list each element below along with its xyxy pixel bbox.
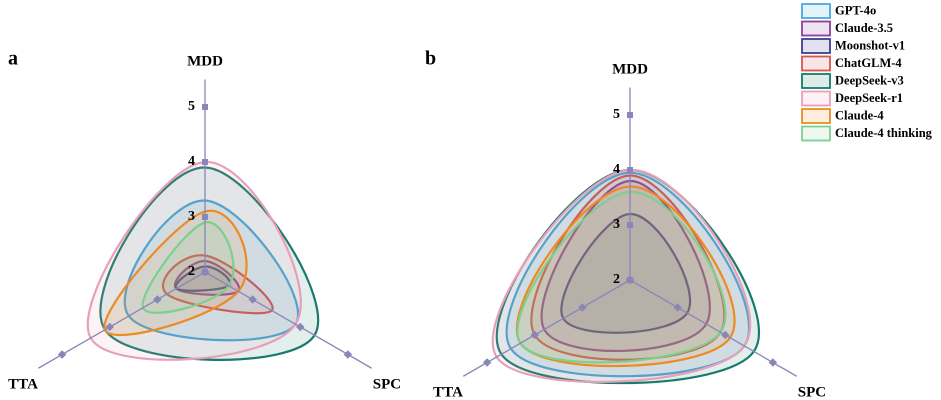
series-area — [560, 212, 692, 334]
panel-label: a — [8, 48, 18, 70]
tick-marker — [105, 322, 114, 332]
axis-label: TTA — [8, 376, 38, 392]
tick-marker — [627, 112, 633, 118]
legend-label: Moonshot-v1 — [835, 38, 905, 52]
axis-line — [37, 271, 206, 369]
axis-label: MDD — [612, 61, 648, 77]
tick-marker — [202, 214, 208, 220]
legend-label: ChatGLM-4 — [835, 56, 902, 70]
legend-label: Claude-3.5 — [835, 21, 893, 35]
legend-swatch — [801, 38, 831, 54]
tick-marker — [200, 267, 210, 277]
tick-label: 5 — [613, 107, 620, 122]
series-area — [141, 221, 235, 314]
axis-label: TTA — [433, 384, 463, 400]
series-area — [123, 199, 299, 342]
tick-marker — [673, 303, 682, 312]
axis-line — [204, 271, 373, 369]
tick-marker — [482, 358, 492, 367]
series-area — [530, 174, 726, 361]
legend-label: GPT-4o — [835, 3, 876, 17]
legend-swatch — [801, 90, 831, 107]
tick-label: 2 — [188, 264, 195, 279]
legend-swatch — [801, 108, 831, 124]
tick-marker — [296, 322, 305, 332]
tick-marker — [627, 222, 633, 228]
series-area — [174, 265, 232, 292]
series-group — [86, 160, 320, 361]
series-area — [173, 259, 241, 296]
tick-marker — [343, 350, 353, 359]
axis-label: SPC — [373, 376, 401, 392]
series-group — [491, 168, 761, 385]
tick-marker — [202, 159, 208, 165]
axis-line — [629, 279, 798, 377]
tick-label: 4 — [613, 162, 620, 177]
tick-marker — [627, 167, 633, 173]
tick-marker — [248, 295, 257, 304]
legend-swatch — [801, 125, 831, 142]
legend-swatch — [801, 73, 831, 89]
tick-marker — [530, 330, 539, 340]
axis-line — [462, 279, 631, 377]
panel-label: b — [425, 48, 436, 70]
tick-marker — [768, 358, 778, 367]
legend-label: DeepSeek-v3 — [835, 73, 904, 87]
tick-marker — [721, 330, 730, 340]
tick-label: 4 — [188, 154, 195, 169]
tick-label: 5 — [188, 99, 195, 114]
tick-label: 3 — [613, 217, 620, 232]
series-area — [516, 190, 727, 364]
axis-label: MDD — [187, 53, 223, 69]
legend-label: Claude-4 — [835, 108, 884, 122]
tick-marker — [153, 295, 162, 304]
tick-label: 2 — [613, 272, 620, 287]
legend-label: Claude-4 thinking — [835, 126, 933, 140]
series-area — [103, 209, 248, 337]
tick-marker — [57, 350, 67, 359]
legend-label: DeepSeek-r1 — [835, 91, 903, 105]
legend-swatch — [801, 55, 831, 72]
legend-swatch — [801, 3, 831, 19]
tick-marker — [202, 104, 208, 110]
legend-swatch — [801, 20, 831, 37]
tick-marker — [625, 275, 635, 285]
series-area — [161, 254, 274, 315]
series-area — [86, 160, 302, 361]
axis-label: SPC — [798, 384, 826, 400]
tick-marker — [578, 303, 587, 312]
tick-label: 3 — [188, 209, 195, 224]
